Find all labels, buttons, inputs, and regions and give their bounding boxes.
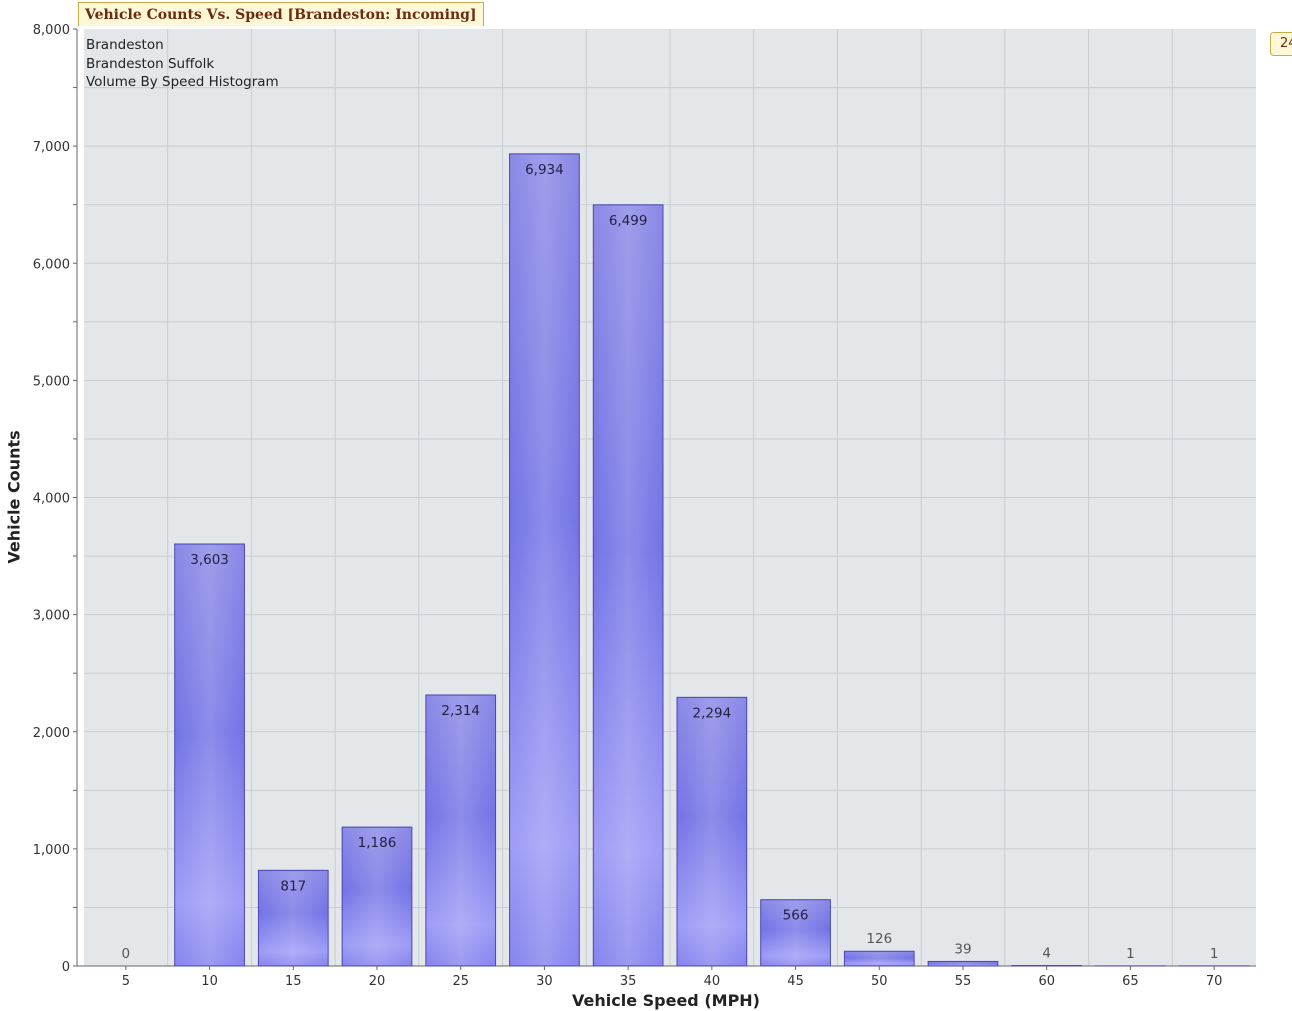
x-tick-label: 50 xyxy=(871,974,888,989)
y-tick-label: 1,000 xyxy=(33,843,70,858)
bar-value-label: 2,294 xyxy=(693,705,732,721)
bar-value-label: 6,934 xyxy=(525,162,564,178)
chart-title: Vehicle Counts Vs. Speed [Brandeston: In… xyxy=(78,2,484,26)
y-tick-label: 7,000 xyxy=(33,140,70,155)
y-tick-label: 6,000 xyxy=(33,257,70,272)
y-tick-label: 2,000 xyxy=(33,726,70,741)
corner-tag[interactable]: 24 xyxy=(1270,32,1292,56)
bar-value-label: 39 xyxy=(954,941,971,957)
y-axis-title: Vehicle Counts xyxy=(4,430,24,564)
x-tick-label: 35 xyxy=(620,974,637,989)
y-tick-label: 3,000 xyxy=(33,609,70,624)
bar-value-label: 126 xyxy=(866,931,892,947)
x-tick-label: 65 xyxy=(1122,974,1139,989)
info-line-site: Brandeston Suffolk xyxy=(86,55,215,72)
bar-value-label: 0 xyxy=(122,946,131,962)
bar-value-label: 3,603 xyxy=(190,552,229,568)
x-axis-title: Vehicle Speed (MPH) xyxy=(572,991,760,1010)
info-line-location: Brandeston xyxy=(86,37,164,53)
x-tick-label: 60 xyxy=(1038,974,1055,989)
bar-value-label: 6,499 xyxy=(609,213,648,229)
bar-highlight xyxy=(929,962,997,965)
x-tick-label: 20 xyxy=(369,974,386,989)
bar-value-label: 1 xyxy=(1210,946,1219,962)
bar-value-label: 566 xyxy=(783,908,809,924)
bar-highlight xyxy=(175,544,244,965)
chart-info-block: Brandeston Brandeston Suffolk Volume By … xyxy=(86,36,279,92)
bar-highlight xyxy=(343,828,411,965)
x-tick-label: 70 xyxy=(1206,974,1223,989)
info-line-report: Volume By Speed Histogram xyxy=(86,74,279,90)
bar-highlight xyxy=(259,871,328,965)
bar-value-label: 817 xyxy=(280,878,306,894)
x-tick-label: 25 xyxy=(452,974,469,989)
bar-highlight xyxy=(594,205,662,965)
bar-highlight xyxy=(845,952,914,965)
x-tick-label: 15 xyxy=(285,974,302,989)
x-tick-label: 45 xyxy=(787,974,804,989)
bar-highlight xyxy=(678,698,746,965)
bar-highlight xyxy=(426,695,495,965)
bar-value-label: 2,314 xyxy=(441,703,480,719)
y-tick-label: 4,000 xyxy=(33,492,70,507)
bar-value-label: 1 xyxy=(1126,946,1135,962)
bar-highlight xyxy=(761,900,830,965)
y-tick-label: 8,000 xyxy=(33,23,70,38)
x-tick-label: 30 xyxy=(536,974,553,989)
bar-value-label: 4 xyxy=(1042,946,1051,962)
x-tick-label: 55 xyxy=(955,974,972,989)
y-tick-label: 5,000 xyxy=(33,374,70,389)
x-tick-label: 5 xyxy=(122,974,130,989)
y-tick-label: 0 xyxy=(62,960,70,975)
x-tick-label: 10 xyxy=(201,974,218,989)
bar-value-label: 1,186 xyxy=(358,835,397,851)
bar-highlight xyxy=(510,154,579,966)
x-tick-label: 40 xyxy=(704,974,721,989)
